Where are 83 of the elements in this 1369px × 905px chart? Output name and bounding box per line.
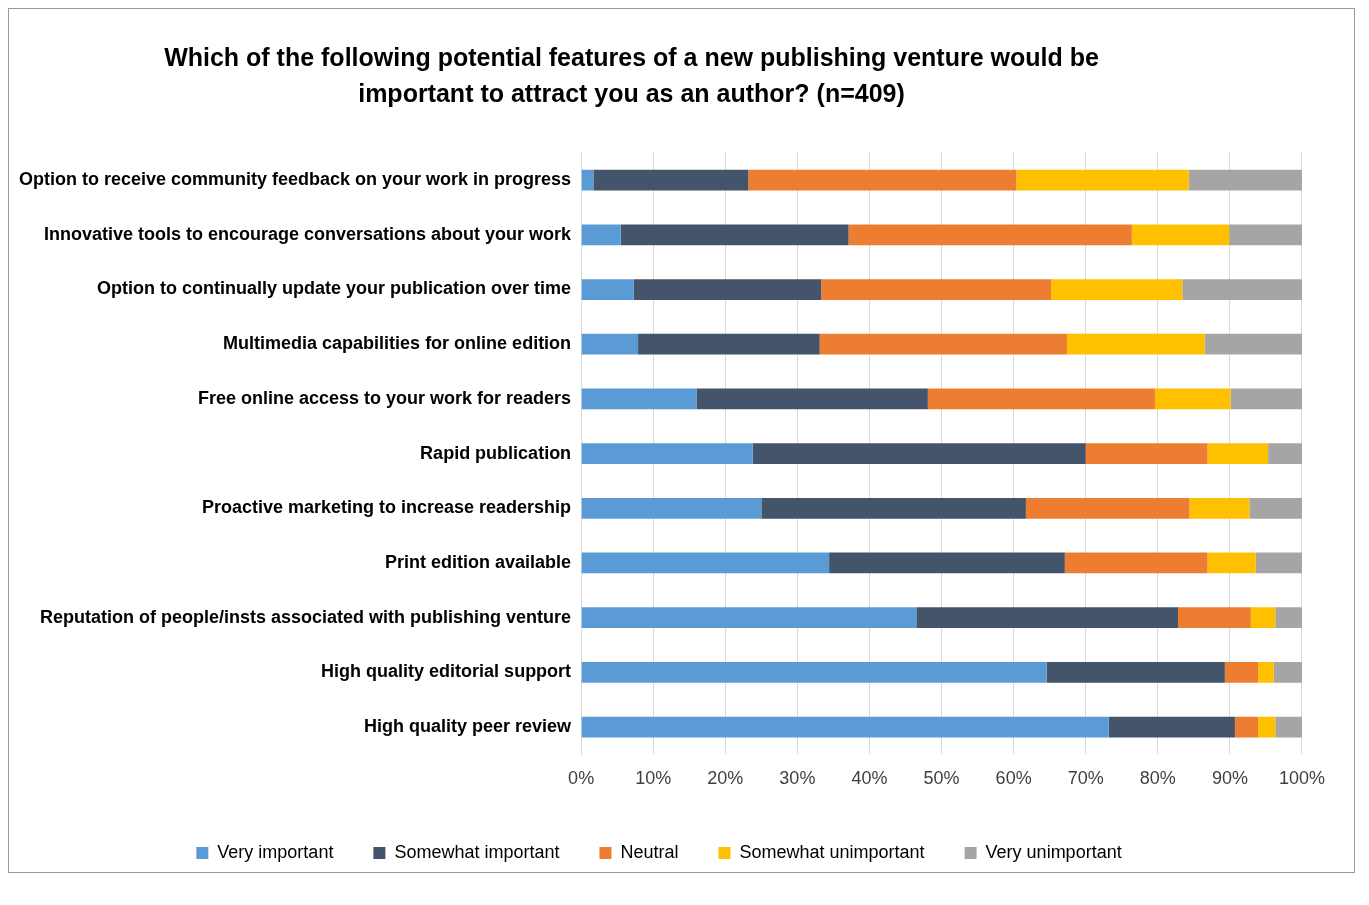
y-tick-label: Reputation of people/insts associated with publishing venture xyxy=(40,606,572,627)
y-tick-label: Multimedia capabilities for online edition xyxy=(223,332,572,353)
x-tick-label: 10% xyxy=(635,767,672,788)
bar xyxy=(1051,278,1183,300)
x-tick-label: 50% xyxy=(923,767,960,788)
bar xyxy=(916,606,1178,628)
bar xyxy=(1064,552,1208,573)
bar xyxy=(1189,497,1250,519)
bar xyxy=(581,661,1047,683)
bar xyxy=(1154,388,1231,409)
bar xyxy=(1207,552,1256,573)
bar xyxy=(819,333,1067,355)
bar xyxy=(1177,606,1251,628)
y-tick-label: Option to receive community feedback on your work in progress xyxy=(19,168,572,189)
bar xyxy=(581,333,639,355)
legend-label: Neutral xyxy=(620,841,679,862)
bar xyxy=(821,278,1052,300)
x-tick-label: 60% xyxy=(995,767,1032,788)
y-tick-label: Free online access to your work for readers xyxy=(197,387,572,408)
legend-label: Very important xyxy=(217,841,334,862)
bar xyxy=(1066,333,1205,355)
bar xyxy=(1204,333,1302,355)
bar xyxy=(581,497,762,519)
bar xyxy=(1255,552,1302,573)
bar xyxy=(829,552,1065,573)
bar xyxy=(1275,716,1302,737)
bar xyxy=(696,388,928,409)
bar xyxy=(1085,442,1208,464)
bar xyxy=(1268,442,1302,464)
bar xyxy=(1108,716,1235,737)
bar xyxy=(1230,388,1302,409)
bar xyxy=(581,169,594,191)
legend-label: Somewhat unimportant xyxy=(739,841,925,862)
bar xyxy=(1275,606,1302,628)
bar xyxy=(848,223,1132,245)
x-tick-label: 70% xyxy=(1067,767,1104,788)
chart-title: Which of the following potential features of a new publishing venture would be important to attract you as an author? (n=409) xyxy=(163,42,1100,110)
bar xyxy=(581,442,753,464)
bar xyxy=(1258,716,1276,737)
legend-label: Very unimportant xyxy=(985,841,1122,862)
bar xyxy=(581,606,917,628)
bar xyxy=(1188,169,1302,191)
y-tick-label: Print edition available xyxy=(385,551,572,572)
x-tick-label: 40% xyxy=(851,767,888,788)
x-tick-label: 90% xyxy=(1211,767,1248,788)
bar xyxy=(1249,497,1302,519)
bar xyxy=(633,278,822,300)
x-tick-label: 80% xyxy=(1139,767,1176,788)
y-tick-label: Rapid publication xyxy=(420,442,572,463)
bar xyxy=(581,278,634,300)
bar xyxy=(1046,661,1225,683)
bar xyxy=(1229,223,1302,245)
bar xyxy=(1207,442,1269,464)
bar xyxy=(581,388,697,409)
x-tick-label: 100% xyxy=(1278,767,1325,788)
bar xyxy=(1273,661,1302,683)
bar xyxy=(620,223,849,245)
bar xyxy=(1224,661,1259,683)
bar xyxy=(1250,606,1276,628)
bar xyxy=(1234,716,1259,737)
y-tick-label: Proactive marketing to increase readership xyxy=(201,496,572,517)
bar xyxy=(1258,661,1274,683)
y-tick-label: High quality peer review xyxy=(364,715,573,736)
bar xyxy=(1131,223,1230,245)
bar xyxy=(638,333,820,355)
bar xyxy=(1016,169,1189,191)
bar xyxy=(1182,278,1302,300)
bar xyxy=(1025,497,1190,519)
bar xyxy=(593,169,749,191)
y-tick-label: Innovative tools to encourage conversations about your work xyxy=(44,223,573,244)
legend-label: Somewhat important xyxy=(394,841,560,862)
bar xyxy=(748,169,1017,191)
x-tick-label: 30% xyxy=(779,767,816,788)
bar xyxy=(927,388,1155,409)
bar xyxy=(761,497,1026,519)
bar xyxy=(581,716,1109,737)
y-tick-label: Option to continually update your publication over time xyxy=(97,278,572,298)
bar xyxy=(581,223,621,245)
x-tick-label: 0% xyxy=(568,767,595,788)
bar xyxy=(752,442,1086,464)
y-tick-label: High quality editorial support xyxy=(321,660,572,681)
x-tick-label: 20% xyxy=(707,767,744,788)
bar xyxy=(581,552,830,573)
